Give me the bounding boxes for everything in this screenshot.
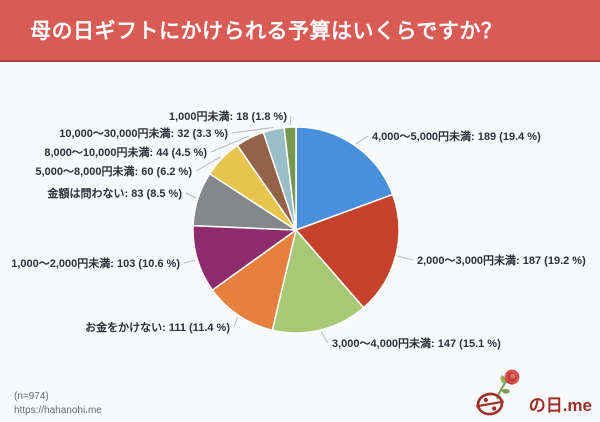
slice-label: 10,000～30,000円未満: 32 (3.3 %) (59, 128, 228, 140)
label-leader-line (195, 156, 221, 172)
chart-title: 母の日ギフトにかけられる予算はいくらですか？ (30, 20, 503, 43)
sample-size-label: (n=974) (14, 391, 49, 402)
slice-label: 金額は問わない: 83 (8.5 %) (47, 188, 182, 200)
label-leader-line (233, 317, 239, 328)
title-bar: 母の日ギフトにかけられる予算はいくらですか？ (0, 0, 600, 62)
pie-slice (295, 193, 400, 309)
slice-label: 2,000～3,000円未満: 187 (19.2 %) (417, 255, 586, 267)
hahanohi-logo: の日.me (475, 368, 592, 418)
slice-label: 1,000円未満: 18 (1.8 %) (169, 111, 287, 123)
label-leader-line (185, 192, 197, 199)
pie-slice (211, 229, 297, 331)
source-url: https://hahanohi.me (14, 404, 102, 416)
label-leader-line (231, 127, 274, 134)
slice-label: 5,000～8,000円未満: 60 (6.2 %) (35, 166, 192, 178)
mother-rose-icon (475, 369, 520, 416)
slice-label: 8,000～10,000円未満: 44 (4.5 %) (44, 147, 207, 159)
label-leader-line (355, 135, 369, 145)
slice-label: 1,000～2,000円未満: 103 (10.6 %) (11, 258, 180, 270)
pie-slice (192, 224, 297, 291)
label-leader-line (289, 115, 292, 126)
slice-label: お金をかけない: 111 (11.4 %) (85, 322, 230, 334)
label-leader-line (320, 331, 329, 344)
slice-label: 3,000～4,000円未満: 147 (15.1 %) (332, 338, 501, 350)
label-leader-line (397, 255, 414, 261)
pie-slice (295, 126, 394, 231)
logo-text: の日.me (528, 396, 592, 415)
pie-slice (271, 229, 365, 334)
pie-slice (283, 126, 297, 231)
footer-source: (n=974) https://hahanohi.me (14, 390, 102, 417)
slice-label: 4,000～5,000円未満: 189 (19.4 %) (372, 131, 541, 143)
label-leader-line (210, 135, 250, 153)
label-leader-line (183, 259, 196, 264)
